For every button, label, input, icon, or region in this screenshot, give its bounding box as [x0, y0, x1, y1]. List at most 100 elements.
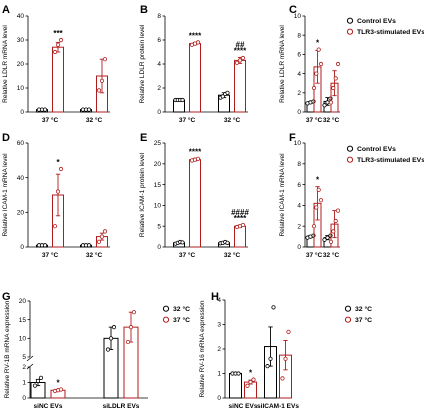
- panel-h: H Relative RV-16 mRNA expression 0 1 2 3 4 siNC…: [199, 291, 299, 410]
- data-point: [240, 222, 246, 228]
- data-point: [311, 224, 317, 229]
- x-category-label: siNC EVs: [34, 403, 63, 410]
- data-point: [52, 49, 58, 55]
- legend-label: 37 °C: [173, 316, 190, 324]
- data-point: [99, 78, 105, 83]
- y-axis-label: Relative LDLR protein level: [139, 24, 146, 103]
- y-tick-label: 6: [297, 182, 301, 189]
- data-point: [32, 383, 38, 388]
- data-point: [314, 71, 319, 76]
- legend-marker: [346, 17, 354, 24]
- x-category-label: 32 °C: [86, 116, 103, 124]
- y-tick-label: 0: [157, 109, 161, 116]
- bar: [229, 373, 242, 399]
- data-point: [42, 243, 48, 248]
- panel-label: F: [289, 132, 296, 144]
- data-point: [333, 218, 338, 224]
- axis-break-mark: [26, 355, 34, 362]
- x-category-label: siNC EVs: [229, 403, 258, 410]
- significance-mark: ****: [189, 147, 202, 156]
- legend-marker: [344, 316, 352, 323]
- data-point: [325, 235, 330, 240]
- y-tick-label: 2: [157, 85, 161, 92]
- bar: [52, 46, 64, 113]
- legend-marker: [162, 305, 170, 312]
- legend-label: TLR3-stimulated EVs: [357, 29, 424, 36]
- y-tick-label: 0: [217, 395, 221, 402]
- bar: [189, 43, 201, 113]
- data-point: [108, 336, 114, 341]
- y-tick-label: 10: [294, 13, 302, 20]
- data-point: [58, 387, 64, 392]
- data-point: [102, 229, 108, 234]
- panel-label: G: [2, 291, 11, 303]
- y-tick-label: 5: [157, 223, 161, 230]
- data-point: [96, 239, 102, 244]
- y-tick-label: 40: [17, 13, 25, 20]
- y-axis-label: Relative RV-1B mRNA expression: [4, 300, 11, 398]
- panel-b: B Relative LDLR protein level 0 2 4 6 8 37 °C 32…: [139, 4, 248, 124]
- data-point: [248, 379, 253, 385]
- x-category-label: 37 °C: [306, 116, 323, 124]
- data-point: [286, 329, 291, 334]
- y-tick-label: 0: [157, 244, 161, 251]
- y-tick-label: 20: [19, 298, 27, 305]
- significance-mark: ****: [234, 46, 247, 55]
- data-point: [265, 364, 270, 369]
- y-tick-label: 10: [19, 336, 27, 343]
- axis-break-mark: [26, 363, 34, 370]
- y-axis-label: Relative LDLR mRNA level: [279, 25, 286, 103]
- x-category-label: siICAM-1 EVs: [257, 403, 299, 410]
- legend-temp-h: 32 °C 37 °C: [344, 305, 372, 324]
- data-point: [271, 305, 276, 310]
- data-point: [335, 208, 341, 213]
- y-tick-label: 8: [297, 161, 301, 168]
- y-tick-label: 1: [217, 371, 221, 378]
- y-tick-label: 0: [297, 109, 301, 116]
- data-point: [283, 356, 288, 361]
- y-tick-label: 0: [22, 395, 26, 402]
- x-category-label: 37 °C: [179, 116, 196, 124]
- y-tick-label: 8: [297, 32, 301, 39]
- data-point: [96, 88, 102, 93]
- panel-f: F Relative ICAM-1 mRNA level 0 2 4 6 8 10 37 °C 3…: [279, 132, 341, 259]
- data-point: [234, 60, 240, 65]
- data-point: [251, 377, 256, 382]
- significance-mark: *: [316, 39, 320, 48]
- y-axis-label: Relative LDLR mRNA level: [2, 25, 9, 103]
- y-tick-label: 25: [154, 140, 162, 147]
- data-point: [316, 47, 321, 52]
- legend-label: Control EVs: [357, 146, 396, 153]
- data-point: [58, 37, 64, 43]
- significance-mark: ***: [53, 29, 63, 38]
- y-tick-label: 6: [297, 52, 301, 59]
- y-axis-label: Relative ICAM-1 mRNA level: [2, 153, 9, 237]
- y-tick-label: 30: [17, 37, 25, 44]
- y-tick-label: 4: [157, 61, 161, 68]
- y-tick-label: 20: [17, 61, 25, 68]
- x-category-label: 37 °C: [42, 251, 59, 259]
- legend-temp-g: 32 °C 37 °C: [162, 305, 190, 324]
- y-axis-label: Relative ICAM-1 protein level: [139, 152, 146, 237]
- y-tick-label: 20: [154, 161, 162, 168]
- x-category-label: 32 °C: [224, 116, 241, 124]
- data-point: [42, 107, 48, 112]
- bar: [234, 59, 246, 113]
- bar: [234, 225, 246, 248]
- data-point: [99, 234, 105, 239]
- x-category-label: 37 °C: [42, 116, 59, 124]
- legend-label: Control EVs: [357, 18, 396, 25]
- data-point: [328, 100, 334, 105]
- y-tick-label: 8: [157, 13, 161, 20]
- y-tick-label: 1: [22, 380, 26, 387]
- panel-label: A: [2, 4, 10, 16]
- y-tick-label: 4: [217, 297, 221, 304]
- data-point: [311, 85, 317, 91]
- data-point: [55, 189, 61, 194]
- data-point: [52, 224, 58, 229]
- data-point: [331, 85, 336, 91]
- panel-e: E Relative ICAM-1 protein level 0 5 10 15 20 25…: [139, 132, 249, 259]
- legend-marker: [344, 305, 352, 312]
- legend-label: 37 °C: [355, 316, 372, 324]
- significance-mark: *: [249, 369, 253, 378]
